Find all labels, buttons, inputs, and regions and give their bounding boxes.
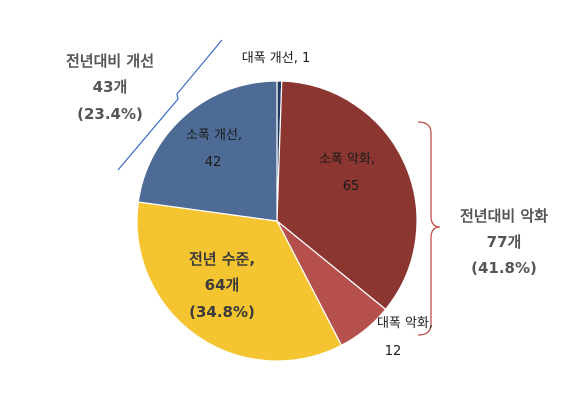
- group-improve-title: 전년대비 개선: [66, 52, 154, 70]
- slice-label-same-pct: (34.8%): [189, 303, 255, 321]
- worsen-bracket: [417, 121, 441, 336]
- slice-label-minor-improve-name: 소폭 개선,: [186, 128, 242, 143]
- pie-slice-3: [136, 201, 343, 362]
- slice-label-minor-worsen-value: 65: [343, 179, 360, 194]
- slice-label-minor-worsen-name: 소폭 악화,: [319, 152, 375, 167]
- pie-slices: [136, 80, 418, 362]
- group-worsen-pct: (41.8%): [471, 259, 537, 277]
- group-worsen-count: 77개: [487, 233, 522, 251]
- slice-label-major-improve: 대폭 개선, 1: [242, 51, 311, 66]
- pie-slice-4: [137, 80, 278, 222]
- group-worsen-title: 전년대비 악화: [460, 207, 548, 225]
- slice-label-same-count: 64개: [205, 276, 240, 294]
- slice-label-major-worsen-name: 대폭 악화,: [377, 316, 433, 331]
- group-improve-count: 43개: [93, 78, 128, 96]
- slice-label-minor-improve-value: 42: [205, 155, 222, 170]
- slice-label-same-name: 전년 수준,: [189, 250, 255, 268]
- slice-label-major-worsen-value: 12: [385, 344, 402, 359]
- group-improve-pct: (23.4%): [77, 105, 143, 123]
- improve-bracket: [117, 39, 223, 171]
- pie-slice-1: [276, 80, 418, 311]
